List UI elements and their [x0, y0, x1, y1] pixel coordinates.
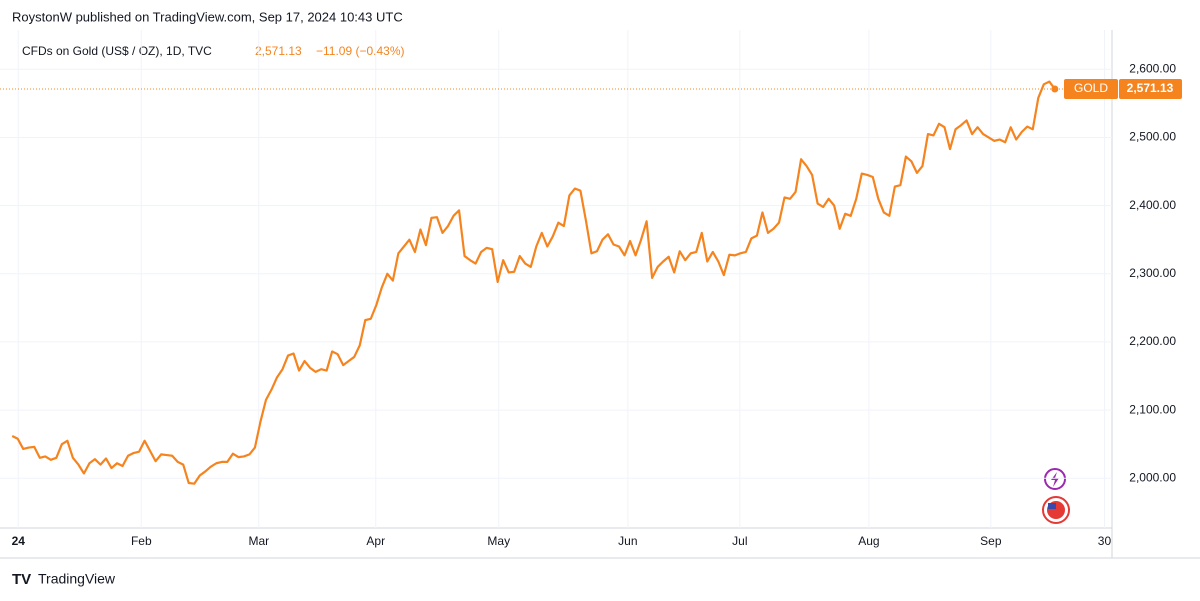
- x-tick-label: Jun: [618, 534, 637, 548]
- y-tick-label: 2,000.00: [1129, 470, 1176, 484]
- y-tick-label: 2,500.00: [1129, 130, 1176, 144]
- events-icons: [1042, 468, 1070, 524]
- symbol-tag-label: GOLD: [1074, 81, 1108, 95]
- price-line: [11, 80, 1056, 485]
- x-tick-label: Apr: [366, 534, 385, 548]
- x-tick-label: Aug: [858, 534, 879, 548]
- chart-title: CFDs on Gold (US$ / OZ), 1D, TVC: [22, 44, 212, 58]
- flag-canton: [1048, 503, 1056, 509]
- y-tick-label: 2,200.00: [1129, 334, 1176, 348]
- y-tick-label: 2,400.00: [1129, 198, 1176, 212]
- last-price: 2,571.13: [255, 44, 302, 58]
- x-tick-label: Feb: [131, 534, 152, 548]
- event-icon-bolt: [1051, 472, 1059, 487]
- x-tick-label: 24: [12, 534, 26, 548]
- price-tag: [1119, 78, 1182, 99]
- y-tick-label: 2,600.00: [1129, 61, 1176, 75]
- y-tick-label: 2,100.00: [1129, 402, 1176, 416]
- publisher: RoystonW published on TradingView.com, S…: [12, 9, 403, 24]
- brand: TradingView: [38, 571, 116, 587]
- x-tick-label: Mar: [248, 534, 269, 548]
- x-tick-label: May: [487, 534, 510, 548]
- y-tick-label: 2,300.00: [1129, 266, 1176, 280]
- x-tick-label: 30: [1098, 534, 1112, 548]
- symbol-tag: [1064, 78, 1118, 99]
- price-tag-label: 2,571.13: [1127, 81, 1174, 95]
- last-point: [1051, 85, 1059, 93]
- brand-logo: TV: [12, 571, 31, 588]
- price-change: −11.09 (−0.43%): [316, 44, 405, 58]
- x-tick-label: Sep: [980, 534, 1002, 548]
- x-tick-label: Jul: [732, 534, 747, 548]
